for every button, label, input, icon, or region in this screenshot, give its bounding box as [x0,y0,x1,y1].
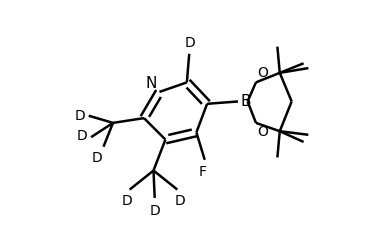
Text: D: D [74,109,85,123]
Text: D: D [149,204,160,218]
Text: D: D [121,194,132,208]
Text: B: B [241,94,251,109]
Text: O: O [257,125,268,139]
Text: D: D [185,35,196,49]
Text: D: D [92,152,102,166]
Text: O: O [257,66,268,80]
Text: D: D [175,194,185,208]
Text: F: F [198,165,206,179]
Text: N: N [145,76,157,91]
Text: D: D [77,129,88,143]
